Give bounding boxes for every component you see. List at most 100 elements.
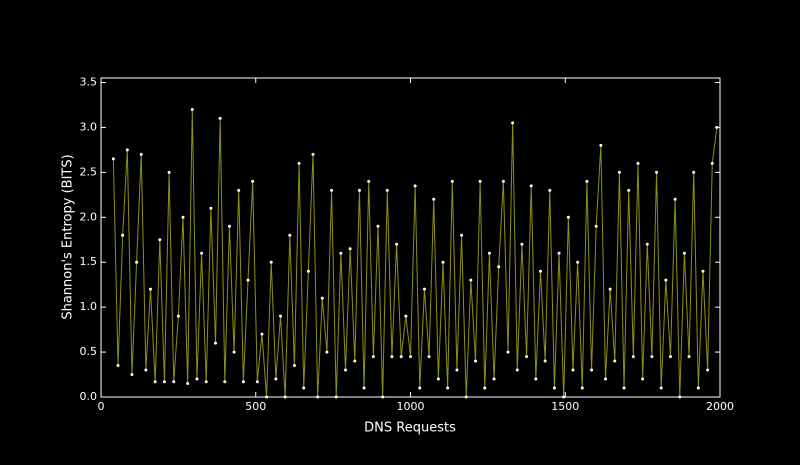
data-point: [650, 355, 654, 359]
data-point: [636, 161, 640, 165]
data-point: [176, 314, 180, 318]
data-point: [692, 170, 696, 174]
data-point: [260, 332, 264, 336]
data-point: [227, 224, 231, 228]
data-point: [311, 152, 315, 156]
data-point: [390, 355, 394, 359]
data-point: [548, 188, 552, 192]
data-point: [710, 161, 714, 165]
data-point: [344, 368, 348, 372]
y-tick-label: 0.5: [80, 345, 98, 358]
data-point: [603, 377, 607, 381]
data-point: [172, 380, 176, 384]
data-point: [622, 386, 626, 390]
data-point: [130, 373, 134, 377]
data-point: [325, 350, 329, 354]
x-axis-label: DNS Requests: [364, 421, 456, 436]
data-point: [297, 161, 301, 165]
data-point: [237, 188, 241, 192]
data-point: [566, 215, 570, 219]
data-point: [613, 359, 617, 363]
data-point: [696, 386, 700, 390]
data-point: [543, 359, 547, 363]
data-point: [515, 368, 519, 372]
data-point: [446, 386, 450, 390]
data-point: [149, 287, 153, 291]
data-point: [116, 364, 120, 368]
data-point: [330, 188, 334, 192]
data-point: [585, 179, 589, 183]
data-point: [432, 197, 436, 201]
data-point: [422, 287, 426, 291]
data-point: [241, 380, 245, 384]
data-point: [436, 377, 440, 381]
data-point: [576, 260, 580, 264]
data-point: [371, 355, 375, 359]
data-point: [404, 314, 408, 318]
data-point: [302, 386, 306, 390]
y-tick-label: 0.0: [80, 390, 98, 403]
data-point: [659, 386, 663, 390]
data-point: [279, 314, 283, 318]
data-point: [580, 386, 584, 390]
data-point: [214, 341, 218, 345]
x-tick-label: 0: [98, 400, 105, 413]
data-point: [139, 152, 143, 156]
data-point: [571, 368, 575, 372]
data-point: [376, 224, 380, 228]
data-point: [195, 377, 199, 381]
data-point: [144, 368, 148, 372]
data-point: [599, 143, 603, 147]
y-tick-label: 1.0: [80, 300, 98, 313]
data-point: [186, 382, 190, 386]
data-point: [167, 170, 171, 174]
data-point: [121, 233, 125, 237]
data-point: [427, 355, 431, 359]
data-point: [557, 251, 561, 255]
data-point: [223, 380, 227, 384]
data-point: [520, 242, 524, 246]
x-tick-label: 2000: [706, 400, 734, 413]
data-point: [608, 287, 612, 291]
data-point: [473, 359, 477, 363]
data-point: [529, 184, 533, 188]
data-point: [357, 188, 361, 192]
data-point: [162, 380, 166, 384]
data-point: [218, 116, 222, 120]
data-point: [232, 350, 236, 354]
data-point: [367, 179, 371, 183]
data-point: [706, 368, 710, 372]
data-point: [590, 368, 594, 372]
data-point: [687, 355, 691, 359]
data-point: [348, 247, 352, 251]
x-tick-label: 1000: [397, 400, 425, 413]
data-point: [617, 170, 621, 174]
y-axis-label: Shannon's Entropy (BITS): [61, 154, 76, 319]
data-point: [668, 355, 672, 359]
data-point: [641, 377, 645, 381]
y-tick-label: 3.0: [80, 120, 98, 133]
data-point: [594, 224, 598, 228]
x-tick-label: 500: [245, 400, 266, 413]
data-point: [306, 269, 310, 273]
data-point: [418, 386, 422, 390]
data-point: [552, 386, 556, 390]
data-point: [627, 188, 631, 192]
data-point: [511, 121, 515, 125]
data-point: [655, 170, 659, 174]
data-point: [441, 260, 445, 264]
data-point: [111, 157, 115, 161]
data-point: [664, 278, 668, 282]
data-point: [487, 251, 491, 255]
data-point: [204, 380, 208, 384]
data-point: [200, 251, 204, 255]
y-tick-label: 2.5: [80, 165, 98, 178]
data-point: [645, 242, 649, 246]
data-point: [409, 355, 412, 359]
data-point: [469, 278, 473, 282]
data-point: [269, 260, 273, 264]
data-point: [135, 260, 139, 264]
data-point: [395, 242, 399, 246]
